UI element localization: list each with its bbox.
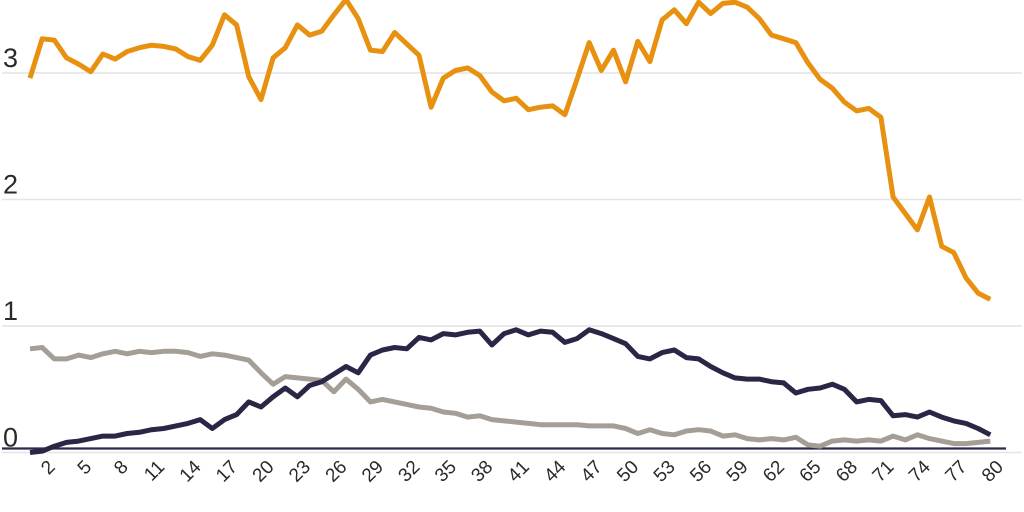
x-tick-label-group-41: 41 — [504, 457, 534, 487]
x-tick-label-group-71: 71 — [869, 457, 899, 487]
x-tick-label-group-74: 74 — [905, 456, 935, 486]
y-tick-label-2: 2 — [3, 170, 18, 200]
x-tick-label-11: 11 — [140, 457, 169, 486]
x-tick-label-59: 59 — [723, 457, 753, 487]
x-tick-label-56: 56 — [686, 457, 716, 487]
x-tick-label-17: 17 — [212, 457, 242, 487]
x-tick-label-41: 41 — [504, 457, 534, 487]
x-tick-label-group-29: 29 — [358, 457, 388, 487]
x-tick-label-74: 74 — [905, 456, 935, 486]
x-tick-label-group-77: 77 — [942, 457, 972, 487]
x-tick-label-group-62: 62 — [759, 457, 789, 487]
x-tick-label-group-68: 68 — [832, 457, 862, 487]
x-tick-label-44: 44 — [540, 456, 570, 486]
x-tick-label-20: 20 — [249, 457, 279, 487]
x-tick-label-group-44: 44 — [540, 456, 570, 486]
x-tick-label-group-56: 56 — [686, 457, 716, 487]
x-tick-label-5: 5 — [74, 457, 96, 479]
x-tick-label-80: 80 — [978, 457, 1008, 487]
x-tick-label-group-26: 26 — [322, 457, 352, 487]
x-tick-label-2: 2 — [37, 457, 59, 479]
x-tick-label-group-65: 65 — [796, 457, 826, 487]
series-line-navy — [29, 327, 992, 455]
x-tick-label-group-20: 20 — [249, 457, 279, 487]
x-tick-label-14: 14 — [176, 456, 206, 486]
x-tick-label-71: 71 — [869, 457, 899, 487]
x-tick-label-group-50: 50 — [613, 457, 643, 487]
x-tick-label-group-35: 35 — [431, 457, 461, 487]
x-tick-label-group-14: 14 — [176, 456, 206, 486]
x-tick-label-group-2: 2 — [37, 457, 59, 479]
x-tick-label-68: 68 — [832, 457, 862, 487]
series-line-gray — [29, 345, 991, 449]
x-tick-label-53: 53 — [650, 457, 680, 487]
x-tick-label-group-5: 5 — [74, 457, 96, 479]
x-tick-label-group-11: 11 — [140, 457, 169, 486]
x-tick-label-group-53: 53 — [650, 457, 680, 487]
y-tick-label-3: 3 — [3, 43, 18, 73]
x-tick-label-35: 35 — [431, 457, 461, 487]
x-tick-label-group-47: 47 — [577, 457, 607, 487]
x-tick-label-47: 47 — [577, 457, 607, 487]
x-tick-label-group-38: 38 — [467, 457, 497, 487]
x-tick-label-32: 32 — [395, 457, 425, 487]
x-tick-label-group-59: 59 — [723, 457, 753, 487]
x-tick-label-group-17: 17 — [212, 457, 242, 487]
x-tick-label-38: 38 — [467, 457, 497, 487]
x-tick-label-77: 77 — [942, 457, 972, 487]
x-tick-label-62: 62 — [759, 457, 789, 487]
y-tick-label-1: 1 — [3, 296, 18, 326]
x-tick-label-group-23: 23 — [285, 457, 315, 487]
x-tick-label-50: 50 — [613, 457, 643, 487]
x-tick-label-group-80: 80 — [978, 457, 1008, 487]
y-tick-label-0: 0 — [3, 423, 18, 453]
x-tick-label-29: 29 — [358, 457, 388, 487]
x-tick-label-26: 26 — [322, 457, 352, 487]
x-tick-label-group-32: 32 — [395, 457, 425, 487]
x-tick-label-23: 23 — [285, 457, 315, 487]
x-tick-label-group-8: 8 — [110, 457, 132, 479]
x-tick-label-65: 65 — [796, 457, 826, 487]
x-tick-label-8: 8 — [110, 457, 132, 479]
series-line-orange — [27, 0, 992, 302]
